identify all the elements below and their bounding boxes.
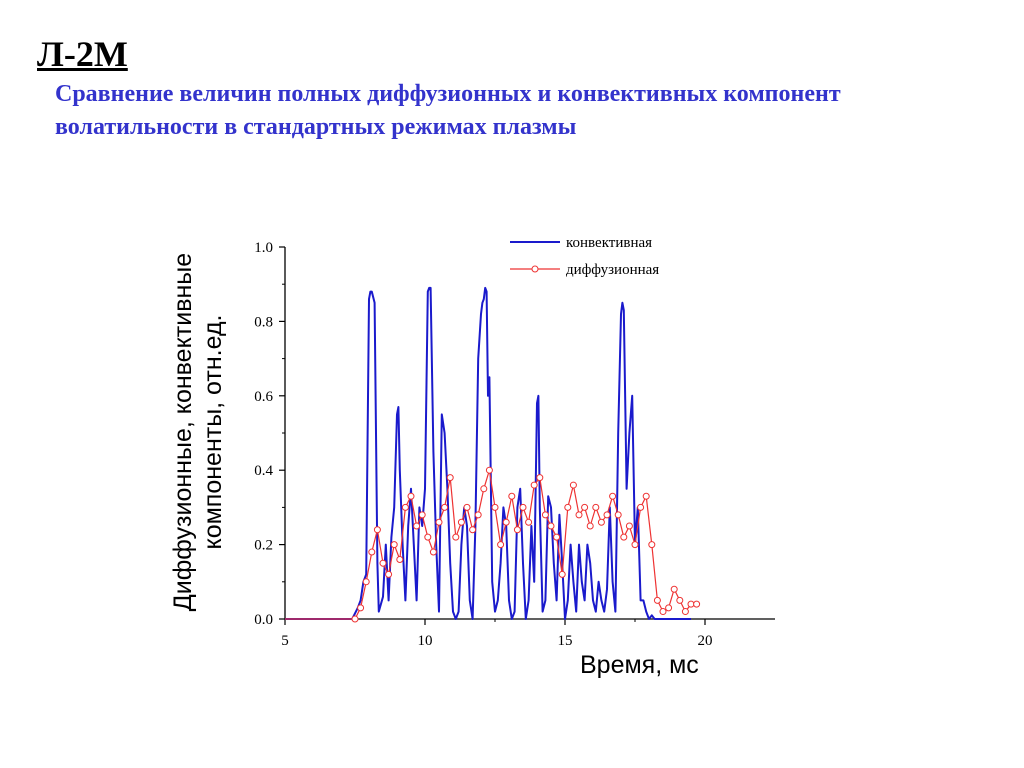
diffusion-point	[609, 492, 617, 500]
diffusion-point	[362, 578, 370, 586]
diffusion-point	[351, 615, 359, 623]
diffusion-point	[648, 541, 656, 549]
diffusion-point	[676, 596, 684, 604]
legend-label-convective: конвективная	[566, 235, 652, 251]
x-tick-label: 20	[698, 633, 713, 649]
diffusion-point	[541, 511, 549, 519]
diffusion-point	[693, 600, 701, 608]
slide-subtitle: Сравнение величин полных диффузионных и …	[55, 81, 841, 140]
diffusion-point	[418, 511, 426, 519]
diffusion-point	[547, 522, 555, 530]
slide-id-title: Л-2М	[37, 34, 128, 74]
diffusion-point	[446, 474, 454, 482]
diffusion-point	[457, 518, 465, 526]
x-tick-label: 5	[281, 633, 289, 649]
x-axis-label: Время, мс	[580, 651, 699, 679]
diffusion-point	[581, 503, 589, 511]
diffusion-point	[575, 511, 583, 519]
legend-marker-diffusion	[531, 265, 539, 273]
diffusion-point	[665, 604, 673, 612]
diffusion-point	[497, 541, 505, 549]
diffusion-point	[413, 522, 421, 530]
legend-label-diffusion: диффузионная	[566, 262, 659, 278]
diffusion-point	[474, 511, 482, 519]
y-tick-label: 0.0	[254, 612, 273, 628]
diffusion-point	[463, 503, 471, 511]
diffusion-point	[385, 570, 393, 578]
diffusion-point	[637, 503, 645, 511]
diffusion-point	[558, 570, 566, 578]
diffusion-point	[614, 511, 622, 519]
diffusion-point	[592, 503, 600, 511]
diffusion-point	[525, 518, 533, 526]
diffusion-point	[530, 481, 538, 489]
y-tick-label: 0.4	[254, 463, 273, 479]
diffusion-point	[653, 596, 661, 604]
diffusion-point	[553, 533, 561, 541]
diffusion-point	[659, 608, 667, 616]
diffusion-point	[631, 541, 639, 549]
diffusion-point	[390, 541, 398, 549]
diffusion-point	[441, 503, 449, 511]
diffusion-point	[603, 511, 611, 519]
x-tick-label: 15	[558, 633, 573, 649]
diffusion-point	[670, 585, 678, 593]
diffusion-point	[396, 555, 404, 563]
y-axis-label: Диффузионные, конвективные компоненты, о…	[169, 252, 227, 612]
diffusion-point	[536, 474, 544, 482]
diffusion-point	[407, 492, 415, 500]
diffusion-point	[368, 548, 376, 556]
diffusion-point	[424, 533, 432, 541]
diffusion-point	[469, 526, 477, 534]
y-tick-label: 0.8	[254, 314, 273, 330]
x-tick-label: 10	[418, 633, 433, 649]
y-tick-label: 1.0	[254, 240, 273, 256]
y-tick-label: 0.6	[254, 389, 273, 405]
diffusion-point	[379, 559, 387, 567]
diffusion-point	[435, 518, 443, 526]
diffusion-point	[620, 533, 628, 541]
diffusion-point	[513, 526, 521, 534]
diffusion-point	[564, 503, 572, 511]
diffusion-point	[373, 526, 381, 534]
diffusion-point	[642, 492, 650, 500]
diffusion-point	[491, 503, 499, 511]
diffusion-point	[681, 608, 689, 616]
y-tick-label: 0.2	[254, 538, 273, 554]
diffusion-point	[401, 503, 409, 511]
diffusion-point	[452, 533, 460, 541]
diffusion-point	[597, 518, 605, 526]
diffusion-point	[502, 518, 510, 526]
diffusion-point	[625, 522, 633, 530]
diffusion-point	[357, 604, 365, 612]
diffusion-point	[480, 485, 488, 493]
diffusion-point	[519, 503, 527, 511]
diffusion-point	[485, 466, 493, 474]
diffusion-point	[569, 481, 577, 489]
series-line-convective	[285, 286, 691, 620]
diffusion-point	[429, 548, 437, 556]
diffusion-point	[508, 492, 516, 500]
diffusion-point	[586, 522, 594, 530]
